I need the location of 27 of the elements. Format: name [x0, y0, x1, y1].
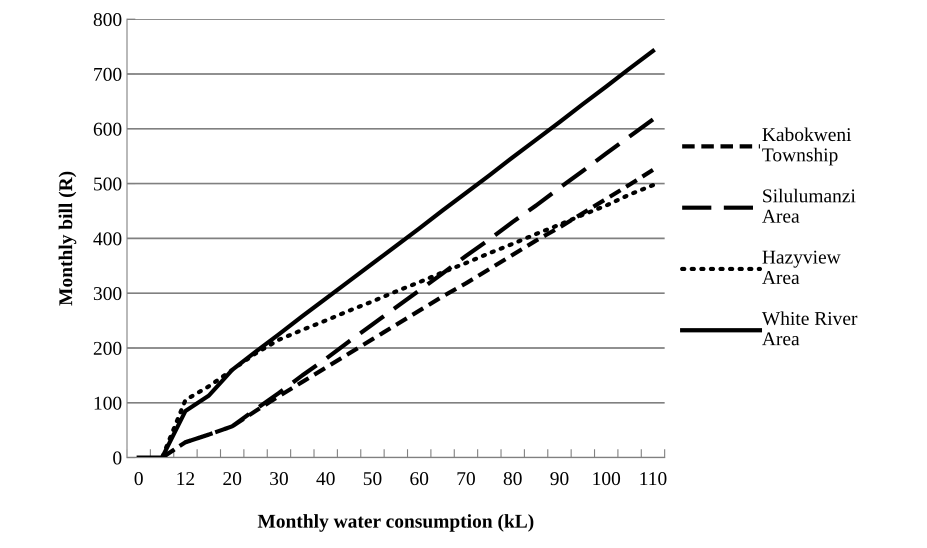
x-tick-label: 100 [593, 472, 620, 486]
x-tick-label: 90 [550, 472, 568, 486]
y-tick-label: 700 [94, 68, 122, 81]
y-tick-label: 500 [94, 177, 122, 191]
y-axis-title: Monthly bill (R) [58, 172, 76, 306]
x-tick-label: 60 [410, 472, 428, 486]
x-tick-label: 110 [640, 472, 666, 486]
x-tick-label: 50 [364, 472, 382, 486]
x-tick-label: 0 [134, 472, 143, 486]
legend-label: Hazyview Area [762, 250, 841, 284]
y-tick-label: 400 [93, 232, 122, 246]
legend-label: Kabokweni Township [762, 127, 852, 166]
y-tick-label: 800 [94, 12, 122, 26]
legend-label: White River Area [762, 311, 858, 346]
x-tick-label: 80 [504, 472, 522, 486]
y-tick-label: 600 [94, 122, 122, 136]
x-tick-label: 40 [316, 472, 335, 486]
x-tick-label: 12 [177, 472, 194, 485]
x-axis-title: Monthly water consumption (kL) [258, 514, 534, 532]
y-tick-label: 300 [94, 286, 122, 300]
y-tick-label: 100 [94, 396, 122, 410]
legend-label: Silulumanzi Area [762, 188, 856, 223]
x-tick-label: 70 [458, 472, 475, 486]
x-tick-label: 30 [270, 472, 288, 486]
y-tick-label: 200 [94, 342, 122, 355]
x-tick-label: 20 [223, 472, 242, 486]
y-tick-label: 0 [113, 451, 122, 465]
